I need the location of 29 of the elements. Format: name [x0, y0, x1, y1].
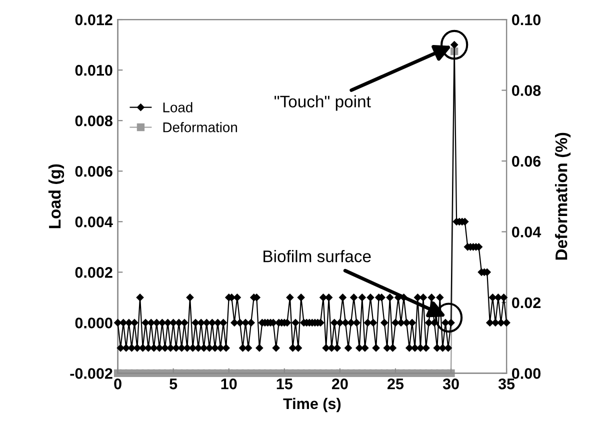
x-tick-label: 30: [442, 378, 459, 390]
y-tick-label: 0.004: [75, 216, 113, 228]
x-tick-label: 5: [170, 378, 178, 390]
x-tick-label: 35: [498, 378, 515, 390]
y-tick-label: 0.008: [75, 115, 112, 126]
x-tick-label: 20: [332, 378, 348, 390]
x-tick-label: 10: [221, 378, 237, 390]
legend-label: Deformation: [163, 122, 237, 132]
y2-tick-label: 0.08: [512, 85, 541, 96]
y-tick-label: -0.002: [70, 368, 112, 379]
legend-label: Load: [163, 102, 192, 112]
y-tick-label: 0.010: [75, 64, 112, 76]
y2-tick-label: 0.06: [512, 156, 541, 167]
y-tick-label: 0.006: [75, 166, 112, 177]
annotation: Biofilm surface: [264, 250, 371, 262]
x-tick-label: 25: [388, 378, 404, 390]
y-axis-title: Load (g): [48, 164, 64, 228]
y2-axis-title: Deformation (%): [555, 132, 571, 260]
y2-tick-label: 0.00: [512, 368, 541, 379]
y2-tick-label: 0.10: [512, 14, 541, 26]
y-tick-label: 0.012: [75, 14, 112, 26]
y-tick-label: 0.000: [75, 318, 112, 328]
x-tick-label: 0: [114, 378, 122, 390]
y2-tick-label: 0.02: [512, 297, 541, 308]
x-axis-title: Time (s): [283, 398, 341, 412]
annotation: "Touch" point: [274, 95, 371, 111]
x-tick-label: 15: [276, 378, 292, 390]
y2-tick-label: 0.04: [512, 226, 542, 238]
y-tick-label: 0.002: [75, 267, 112, 278]
